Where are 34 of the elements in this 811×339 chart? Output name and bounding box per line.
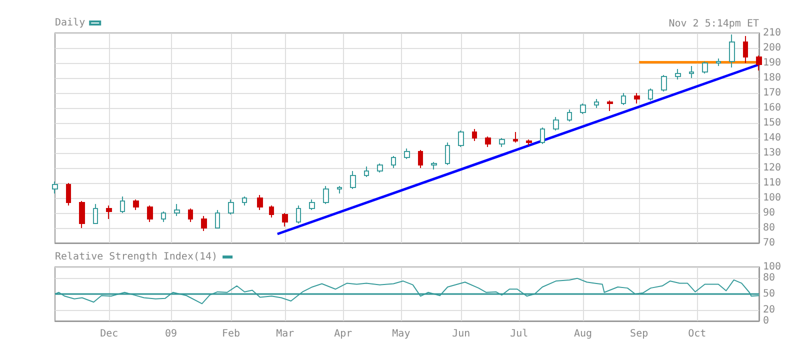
x-tick-label: Mar (276, 328, 294, 339)
y-tick-label: 140 (763, 132, 782, 144)
legend-label: Daily (54, 18, 86, 28)
y-tick-label: 150 (763, 118, 782, 128)
y-tick-label: 110 (763, 178, 782, 188)
y-tick-label: 90 (763, 208, 776, 218)
y-tick-label: 70 (763, 238, 776, 248)
y-tick-label: 160 (763, 102, 782, 114)
x-tick-label: Feb (222, 328, 240, 339)
y-tick-label: 80 (763, 222, 776, 234)
y-tick-label: 210 (763, 28, 782, 38)
y-tick-label: 80 (763, 272, 776, 284)
y-tick-label: 100 (763, 192, 782, 204)
x-tick-label: May (392, 328, 410, 339)
x-tick-label: Sep (630, 328, 648, 339)
x-tick-label: Aug (574, 328, 592, 339)
legend-label: Relative Strength Index(14) (54, 252, 218, 262)
x-tick-label: 09 (165, 328, 178, 339)
x-tick-label: Apr (334, 328, 352, 339)
x-tick-label: Jun (452, 328, 470, 339)
y-tick-label: 20 (763, 304, 776, 316)
y-tick-label: 120 (763, 162, 782, 174)
y-tick-label: 200 (763, 42, 782, 54)
y-tick-label: 190 (763, 58, 782, 68)
y-tick-label: 180 (763, 72, 782, 84)
x-tick-label: Jul (510, 328, 528, 339)
y-tick-label: 50 (763, 288, 776, 300)
y-tick-label: 170 (763, 88, 782, 98)
x-tick-label: Dec (100, 328, 118, 339)
text: Nov 2 5:14pm ET (668, 18, 760, 30)
y-tick-label: 0 (763, 316, 770, 326)
y-tick-label: 130 (763, 148, 782, 158)
x-tick-label: Oct (688, 328, 706, 339)
y-tick-label: 100 (763, 262, 782, 272)
